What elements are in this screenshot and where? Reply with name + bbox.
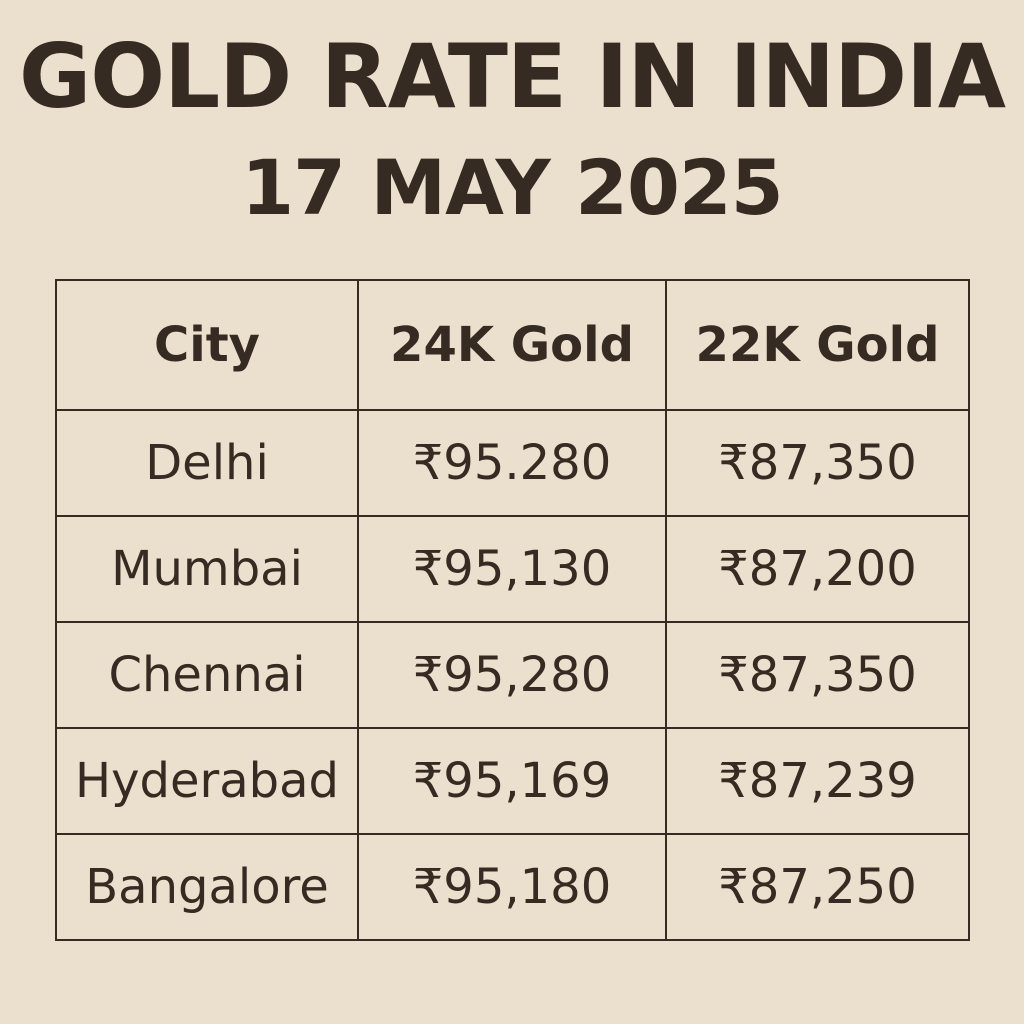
city-cell: Bangalore [55,833,359,941]
gold-24k-cell: ₹95,169 [357,727,667,835]
city-cell: Delhi [55,409,359,517]
city-cell: Chennai [55,621,359,729]
gold-24k-cell: ₹95.280 [357,409,667,517]
gold-24k-cell: ₹95,280 [357,621,667,729]
column-header-city: City [55,279,359,411]
city-cell: Hyderabad [55,727,359,835]
gold-rate-table: City 24K Gold 22K Gold Delhi ₹95.280 ₹87… [55,279,970,941]
column-header-22k-gold: 22K Gold [665,279,970,411]
table-row: Chennai ₹95,280 ₹87,350 [55,621,970,729]
table-row: Hyderabad ₹95,169 ₹87,239 [55,727,970,835]
gold-24k-cell: ₹95,180 [357,833,667,941]
table-body: Delhi ₹95.280 ₹87,350 Mumbai ₹95,130 ₹87… [55,409,970,941]
gold-22k-cell: ₹87,350 [665,409,970,517]
gold-22k-cell: ₹87,250 [665,833,970,941]
table-row: Mumbai ₹95,130 ₹87,200 [55,515,970,623]
page-date: 17 MAY 2025 [241,143,783,232]
column-header-24k-gold: 24K Gold [357,279,667,411]
page-title: GOLD RATE IN INDIA [19,25,1006,128]
gold-22k-cell: ₹87,200 [665,515,970,623]
gold-22k-cell: ₹87,239 [665,727,970,835]
gold-24k-cell: ₹95,130 [357,515,667,623]
table-header-row: City 24K Gold 22K Gold [55,279,970,411]
gold-22k-cell: ₹87,350 [665,621,970,729]
table-row: Delhi ₹95.280 ₹87,350 [55,409,970,517]
city-cell: Mumbai [55,515,359,623]
table-header: City 24K Gold 22K Gold [55,279,970,411]
table-row: Bangalore ₹95,180 ₹87,250 [55,833,970,941]
